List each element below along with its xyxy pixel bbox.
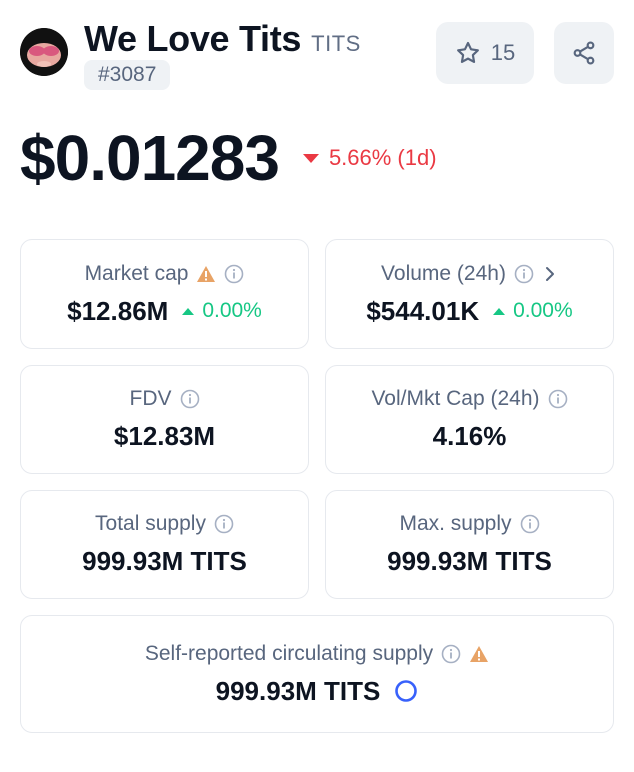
coin-symbol: TITS	[311, 31, 361, 56]
watchlist-button[interactable]: 15	[436, 22, 534, 84]
coin-price: $0.01283	[20, 122, 280, 194]
chevron-right-icon[interactable]	[542, 265, 558, 283]
share-button[interactable]	[554, 22, 614, 84]
watchlist-count: 15	[490, 40, 516, 65]
triangle-up-icon	[493, 307, 506, 315]
info-icon[interactable]	[548, 389, 568, 409]
vol-mkt-cap-card: Vol/Mkt Cap (24h) 4.16%	[325, 365, 614, 474]
star-icon	[455, 40, 481, 66]
volume-label: Volume (24h)	[381, 261, 506, 285]
fdv-label: FDV	[129, 387, 172, 410]
circulating-supply-card: Self-reported circulating supply 999.93M…	[20, 615, 614, 733]
coin-name: We Love Tits	[84, 18, 302, 59]
circulating-supply-label: Self-reported circulating supply	[144, 641, 434, 665]
supply-ring-icon[interactable]	[394, 679, 418, 703]
triangle-up-icon	[182, 307, 195, 315]
coin-avatar	[20, 28, 68, 76]
market-cap-card: Market cap $12.86M 0.00%	[20, 239, 309, 349]
market-cap-label: Market cap	[84, 261, 189, 285]
volume-change-value: 0.00%	[513, 299, 573, 322]
market-cap-change-value: 0.00%	[202, 299, 262, 322]
total-supply-label: Total supply	[95, 512, 206, 535]
total-supply-card: Total supply 999.93M TITS	[20, 490, 309, 599]
coin-title-row: We Love Tits TITS	[84, 18, 361, 60]
coin-header: We Love Tits TITS #3087 15	[20, 18, 614, 90]
volume-value: $544.01K	[366, 295, 480, 326]
triangle-down-icon	[302, 153, 319, 163]
warning-icon[interactable]	[196, 265, 216, 283]
rank-badge: #3087	[84, 60, 171, 90]
price-change-value: 5.66% (1d)	[328, 145, 437, 170]
fdv-value: $12.83M	[113, 421, 216, 451]
warning-icon[interactable]	[469, 645, 489, 663]
max-supply-value: 999.93M TITS	[387, 546, 552, 576]
price-change: 5.66% (1d)	[302, 145, 437, 171]
info-icon[interactable]	[520, 514, 540, 534]
price-row: $0.01283 5.66% (1d)	[20, 122, 437, 194]
max-supply-label: Max. supply	[399, 512, 512, 535]
info-icon[interactable]	[441, 644, 461, 664]
info-icon[interactable]	[180, 389, 200, 409]
market-cap-value: $12.86M	[67, 295, 169, 326]
info-icon[interactable]	[224, 264, 244, 284]
total-supply-value: 999.93M TITS	[82, 546, 247, 576]
vol-mkt-cap-value: 4.16%	[432, 421, 507, 451]
market-cap-change: 0.00%	[182, 299, 262, 323]
fdv-card: FDV $12.83M	[20, 365, 309, 474]
share-icon	[571, 40, 597, 66]
vol-mkt-cap-label: Vol/Mkt Cap (24h)	[371, 387, 540, 410]
volume-change: 0.00%	[493, 299, 573, 323]
max-supply-card: Max. supply 999.93M TITS	[325, 490, 614, 599]
info-icon[interactable]	[214, 514, 234, 534]
volume-card[interactable]: Volume (24h) $544.01K 0.00%	[325, 239, 614, 349]
circulating-supply-value: 999.93M TITS	[215, 675, 381, 706]
info-icon[interactable]	[514, 264, 534, 284]
